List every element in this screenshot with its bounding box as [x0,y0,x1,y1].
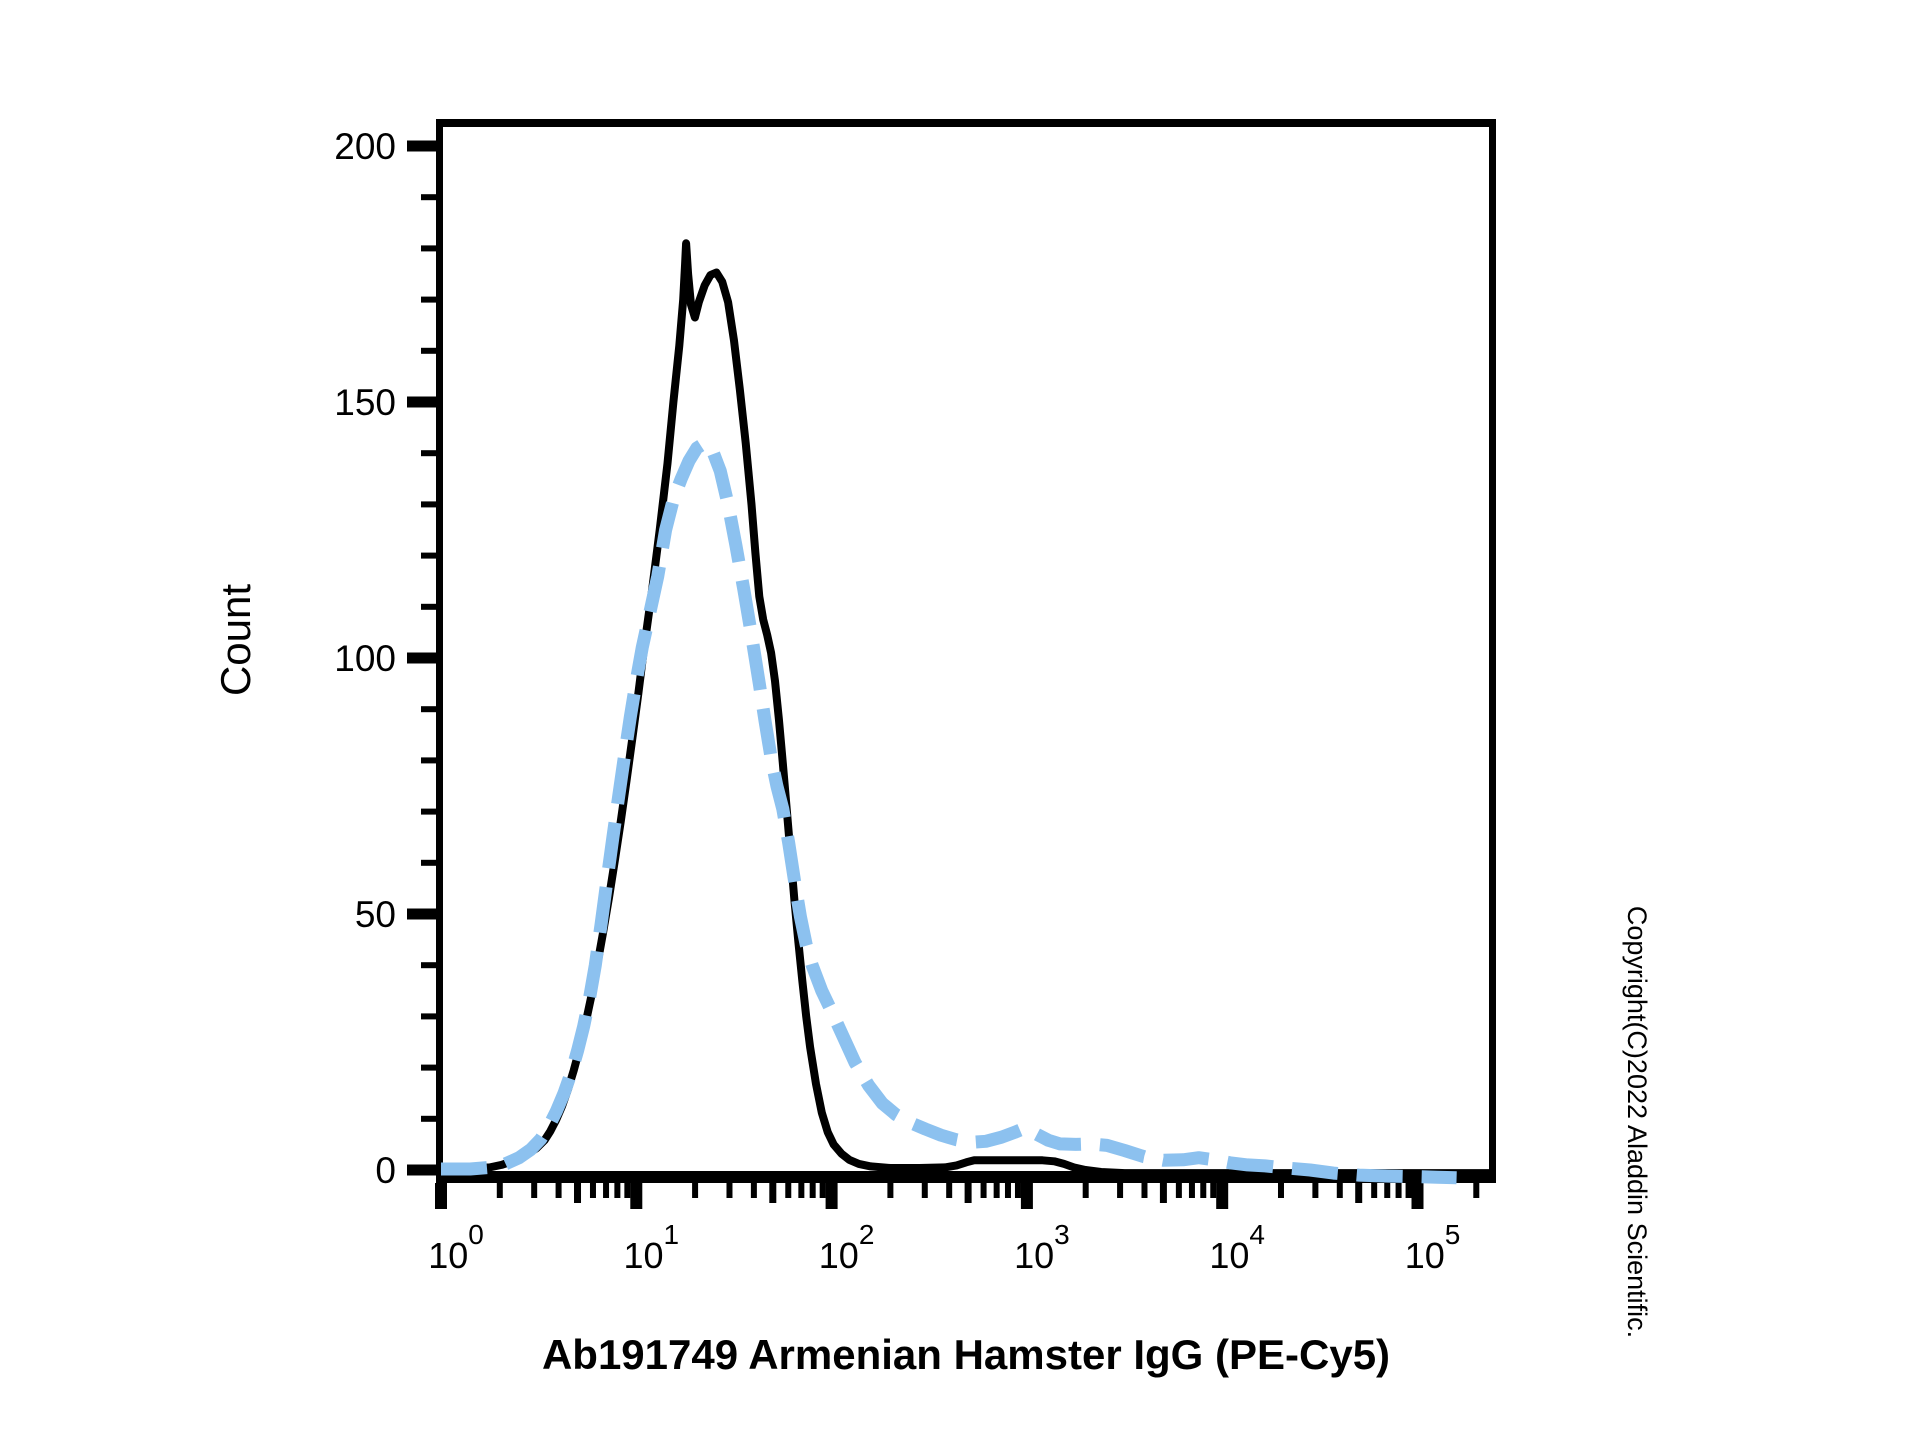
y-minor-tick [421,859,437,866]
x-medium-tick [1159,1183,1167,1203]
x-minor-tick [785,1183,792,1198]
y-tick-label: 200 [334,126,396,167]
x-minor-tick [809,1183,816,1198]
y-major-tick [407,652,437,664]
x-minor-tick [798,1183,805,1198]
x-minor-tick [750,1183,757,1198]
x-minor-tick [1277,1183,1284,1198]
y-axis-ticks [407,140,437,1176]
x-minor-tick [921,1183,928,1198]
x-minor-tick [1082,1183,1089,1198]
chart-title: Ab191749 Armenian Hamster IgG (PE-Cy5) [542,1331,1390,1378]
x-minor-tick [496,1183,503,1198]
y-minor-tick [421,1115,437,1122]
copyright-text: Copyright(C)2022 Aladdin Scientific. [1622,906,1652,1338]
x-minor-tick [887,1183,894,1198]
x-major-tick [435,1183,447,1209]
y-minor-tick [421,706,437,713]
x-minor-tick [555,1183,562,1198]
x-major-tick [825,1183,838,1209]
frame-right-line [1489,119,1496,1183]
x-tick-label: 105 [1405,1219,1461,1276]
x-medium-tick [1355,1183,1363,1203]
x-minor-tick [1395,1183,1402,1198]
x-minor-tick [1175,1183,1182,1198]
x-minor-tick [1384,1183,1391,1198]
y-minor-tick [421,1064,437,1071]
x-minor-tick [1473,1183,1480,1198]
histogram-curves [437,239,1496,1185]
y-tick-label: 50 [355,894,396,935]
x-axis-ticks [435,1183,1480,1209]
y-minor-tick [421,1013,437,1020]
x-minor-tick [1117,1183,1124,1198]
x-major-tick [1216,1183,1229,1209]
x-minor-tick [1405,1183,1412,1198]
y-major-tick [407,396,437,408]
x-minor-tick [946,1183,953,1198]
y-minor-tick [421,603,437,610]
x-tick-label: 103 [1014,1219,1070,1276]
x-major-tick [1020,1183,1033,1209]
y-minor-tick [421,194,437,201]
y-minor-tick [421,808,437,815]
x-minor-tick [1312,1183,1319,1198]
frame-top-line [436,119,1496,127]
y-minor-tick [421,245,437,252]
x-minor-tick [726,1183,733,1198]
x-minor-tick [1188,1183,1195,1198]
plot-frame [436,119,1496,1183]
x-tick-label: 101 [623,1219,679,1276]
x-minor-tick [1141,1183,1148,1198]
x-minor-tick [1210,1183,1217,1198]
y-minor-tick [421,347,437,354]
x-minor-tick [692,1183,699,1198]
x-minor-tick [603,1183,610,1198]
y-major-tick [407,908,437,920]
x-minor-tick [1200,1183,1207,1198]
y-tick-label: 150 [334,382,396,423]
dashed-blue-curve [441,436,1457,1185]
y-minor-tick [421,501,437,508]
x-medium-tick [964,1183,972,1203]
x-minor-tick [819,1183,826,1198]
y-minor-tick [421,962,437,969]
x-axis-tick-labels: 100 101 102 103 104 105 [428,1219,1460,1276]
solid-black-curve [437,239,1496,1178]
y-tick-label: 0 [375,1150,396,1191]
x-minor-tick [589,1183,596,1198]
y-minor-tick [421,552,437,559]
y-axis-line [436,119,443,1183]
x-minor-tick [531,1183,538,1198]
y-minor-tick [421,757,437,764]
x-minor-tick [1014,1183,1021,1198]
x-minor-tick [1371,1183,1378,1198]
x-medium-tick [574,1183,582,1203]
y-minor-tick [421,450,437,457]
y-tick-label: 100 [334,638,396,679]
x-minor-tick [1004,1183,1011,1198]
x-major-tick [630,1183,643,1209]
x-minor-tick [624,1183,631,1198]
y-major-tick [407,1164,437,1176]
y-minor-tick [421,296,437,303]
y-axis-tick-labels: 0 50 100 150 200 [334,126,396,1191]
x-major-tick [1411,1183,1424,1209]
x-tick-label: 100 [428,1219,484,1276]
y-axis-title: Count [212,584,259,696]
x-minor-tick [993,1183,1000,1198]
x-minor-tick [980,1183,987,1198]
x-minor-tick [614,1183,621,1198]
y-major-tick [407,140,437,152]
x-minor-tick [1336,1183,1343,1198]
x-tick-label: 104 [1209,1219,1265,1276]
x-medium-tick [769,1183,777,1203]
x-tick-label: 102 [819,1219,875,1276]
